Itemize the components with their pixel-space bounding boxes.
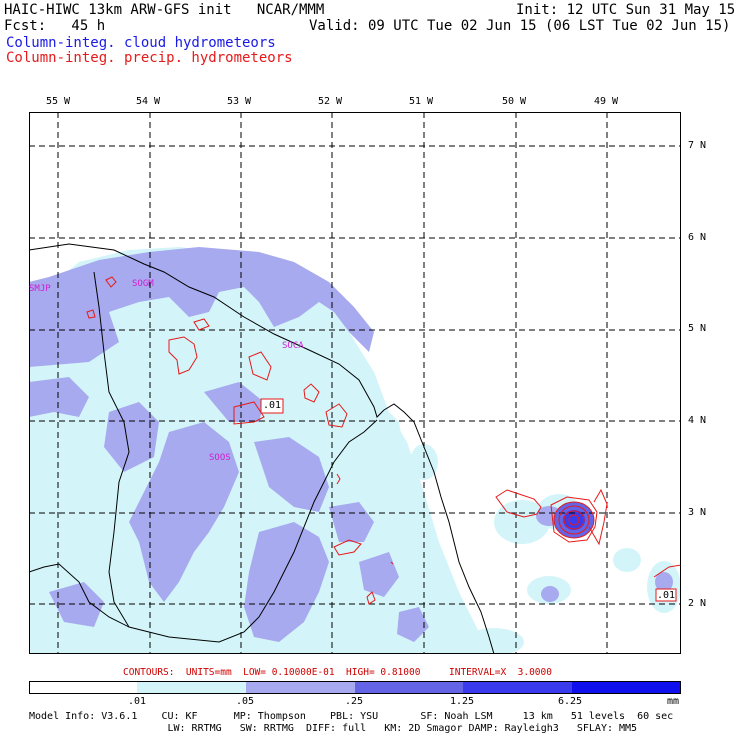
lon-label-52w: 52 W [318, 96, 343, 107]
header-title: HAIC-HIWC 13km ARW-GFS init NCAR/MMM [4, 2, 325, 18]
lon-label-50w: 50 W [502, 96, 527, 107]
station-label-sogm: SOGM [132, 279, 154, 289]
graticule [29, 112, 681, 654]
model-info-line1: Model Info: V3.6.1 CU: KF MP: Thompson P… [29, 711, 674, 722]
colorbar-swatch-3 [355, 681, 463, 694]
station-label-smjp: SMJP [29, 284, 51, 294]
lon-label-51w: 51 W [409, 96, 434, 107]
colorbar-unit: mm [667, 696, 680, 707]
legend-precip: Column-integ. precip. hydrometeors [6, 50, 293, 66]
colorbar-swatch-2 [246, 681, 355, 694]
lat-label-4n: 4 N [688, 415, 707, 426]
lon-label-54w: 54 W [136, 96, 161, 107]
contour-label-01-b: .01 [657, 590, 676, 601]
coastline [29, 243, 495, 654]
header-forecast: Fcst: 45 h [4, 18, 106, 34]
colorbar-swatch-1 [137, 681, 246, 694]
colorbar-tick-625: 6.25 [558, 696, 583, 707]
lon-label-49w: 49 W [594, 96, 619, 107]
cloud-field-medium [29, 247, 673, 642]
colorbar-swatch-0 [29, 681, 137, 694]
lat-label-2n: 2 N [688, 598, 707, 609]
colorbar-tick-125: 1.25 [450, 696, 475, 707]
header-init: Init: 12 UTC Sun 31 May 15 [516, 2, 736, 18]
lat-label-5n: 5 N [688, 323, 707, 334]
map-frame [29, 112, 681, 654]
colorbar-tick-001: .01 [128, 696, 147, 707]
lat-label-7n: 7 N [688, 140, 707, 151]
colorbar-swatch-4 [463, 681, 572, 694]
colorbar-tick-025: .25 [345, 696, 364, 707]
station-label-soca: SOCA [282, 341, 304, 351]
lat-label-6n: 6 N [688, 232, 707, 243]
colorbar-tick-005: .05 [236, 696, 255, 707]
cloud-field-core [554, 502, 594, 538]
legend-cloud: Column-integ. cloud hydrometeors [6, 35, 276, 51]
colorbar-swatch-5 [572, 681, 681, 694]
contour-info: CONTOURS: UNITS=mm LOW= 0.10000E-01 HIGH… [123, 667, 552, 678]
model-info-line2: LW: RRTMG SW: RRTMG DIFF: full KM: 2D Sm… [29, 723, 638, 734]
map-panel [29, 112, 681, 654]
lat-label-3n: 3 N [688, 507, 707, 518]
lon-label-53w: 53 W [227, 96, 252, 107]
precip-contours [86, 276, 681, 605]
lon-label-55w: 55 W [46, 96, 71, 107]
header-valid: Valid: 09 UTC Tue 02 Jun 15 (06 LST Tue … [309, 18, 731, 34]
contour-label-01-a: .01 [263, 400, 282, 411]
colorbar [29, 681, 681, 694]
station-label-soos: SOOS [209, 453, 231, 463]
